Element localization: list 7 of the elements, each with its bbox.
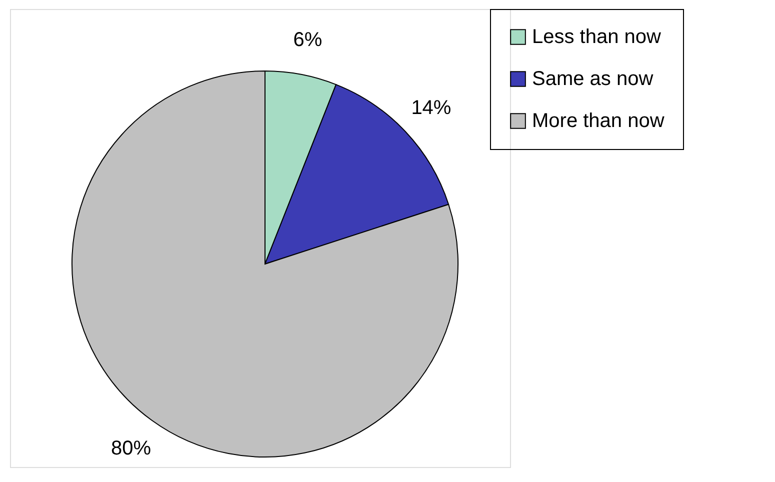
legend-label: More than now — [532, 110, 665, 132]
pie-slice — [72, 70, 458, 458]
legend-label: Less than now — [532, 26, 662, 48]
data-label: 14% — [411, 96, 452, 119]
data-label: 6% — [293, 29, 322, 52]
data-label: 80% — [110, 437, 152, 460]
legend-label: Same as now — [532, 68, 654, 90]
